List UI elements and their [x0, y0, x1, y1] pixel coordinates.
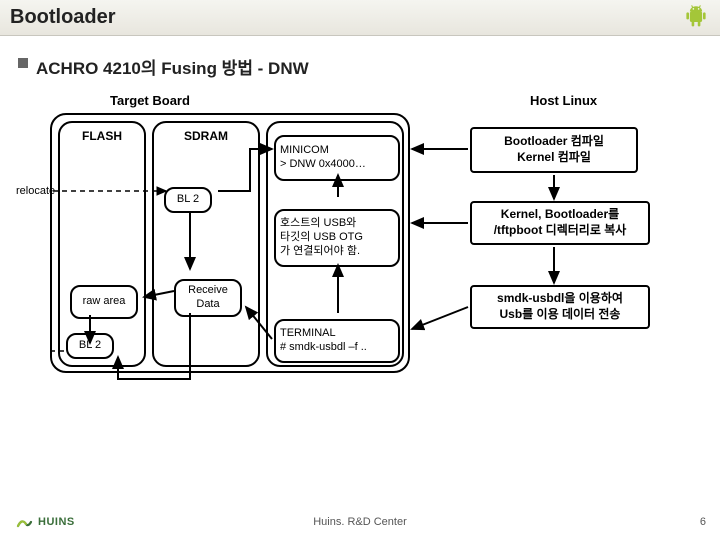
minicom-box: MINICOM > DNW 0x4000… — [274, 135, 400, 181]
title-bar: Bootloader — [0, 0, 720, 36]
target-board-container: FLASH raw area BL 2 SDRAM BL 2 Receive D… — [50, 113, 410, 373]
footer-center-text: Huins. R&D Center — [0, 516, 720, 528]
diagram-area: Target Board Host Linux relocate FLASH r… — [50, 93, 670, 443]
footer: HUINS Huins. R&D Center 6 — [0, 512, 720, 532]
terminal-box: TERMINAL # smdk-usbdl –f .. — [274, 319, 400, 363]
bl2-flash-box: BL 2 — [66, 333, 114, 359]
usb-note-box: 호스트의 USB와 타깃의 USB OTG 가 연결되어야 함. — [274, 209, 400, 267]
subtitle: ACHRO 4210의 Fusing 방법 - DNW — [36, 54, 309, 79]
host-linux-label: Host Linux — [530, 93, 597, 108]
bl2-sdram-box: BL 2 — [164, 187, 212, 213]
middle-column: MINICOM > DNW 0x4000… 호스트의 USB와 타깃의 USB … — [266, 121, 404, 367]
flash-header: FLASH — [60, 129, 144, 143]
page-title: Bootloader — [10, 6, 116, 29]
sdram-column: SDRAM BL 2 Receive Data — [152, 121, 260, 367]
flash-column: FLASH raw area BL 2 — [58, 121, 146, 367]
bullet-icon — [18, 58, 28, 68]
host-copy-box: Kernel, Bootloader를 /tftpboot 디렉터리로 복사 — [470, 201, 650, 245]
android-icon — [682, 1, 710, 34]
raw-area-box: raw area — [70, 285, 138, 319]
host-transfer-box: smdk-usbdl을 이용하여 Usb를 이용 데이터 전송 — [470, 285, 650, 329]
target-board-label: Target Board — [110, 93, 190, 108]
sdram-header: SDRAM — [154, 129, 258, 143]
subtitle-row: ACHRO 4210의 Fusing 방법 - DNW — [0, 36, 720, 87]
receive-data-box: Receive Data — [174, 279, 242, 317]
host-compile-box: Bootloader 컴파일 Kernel 컴파일 — [470, 127, 638, 173]
